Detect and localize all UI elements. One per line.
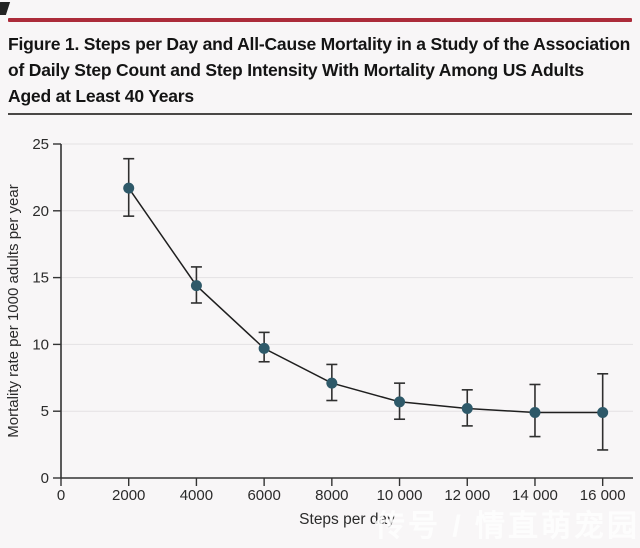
figure-title: Figure 1. Steps per Day and All-Cause Mo… [8,31,636,109]
series-line [128,187,603,414]
chart-area: 0 5 10 15 20 25 0 2000 4000 6000 8000 10 000 12 000 1… [0,118,640,548]
data-point [529,407,541,419]
y-axis-title: Mortality rate per 1000 adults per year [5,184,22,437]
title-underline [8,113,632,115]
x-tick-label: 8000 [315,487,348,504]
data-point [190,280,202,292]
data-point [394,396,406,408]
y-tick-label: 5 [41,403,49,420]
y-tick-label: 0 [41,470,49,487]
data-point [258,342,270,354]
x-tick-label: 14 000 [512,487,558,504]
data-point [461,403,473,415]
mortality-steps-chart: 0 5 10 15 20 25 0 2000 4000 6000 8000 10 000 12 000 1… [5,136,633,528]
data-point [597,407,609,419]
top-red-rule [8,18,632,22]
y-tick-label: 20 [32,203,49,220]
data-point [123,182,135,194]
corner-artifact [0,2,11,15]
x-axis-title: Steps per day [299,511,395,528]
figure-title-line-2: of Daily Step Count and Step Intensity W… [8,60,584,80]
y-tick-label: 15 [32,270,49,287]
x-tick-label: 0 [57,487,65,504]
figure-title-line-1: Figure 1. Steps per Day and All-Cause Mo… [8,34,631,54]
x-tick-label: 4000 [180,487,213,504]
figure-title-line-3: Aged at Least 40 Years [8,86,194,106]
x-tick-label: 6000 [247,487,280,504]
y-tick-label: 10 [32,336,49,353]
x-tick-label: 2000 [112,487,145,504]
x-tick-label: 16 000 [580,487,626,504]
y-tick-label: 25 [32,136,49,153]
x-tick-label: 12 000 [444,487,490,504]
data-point [326,377,338,389]
x-tick-label: 10 000 [377,487,423,504]
